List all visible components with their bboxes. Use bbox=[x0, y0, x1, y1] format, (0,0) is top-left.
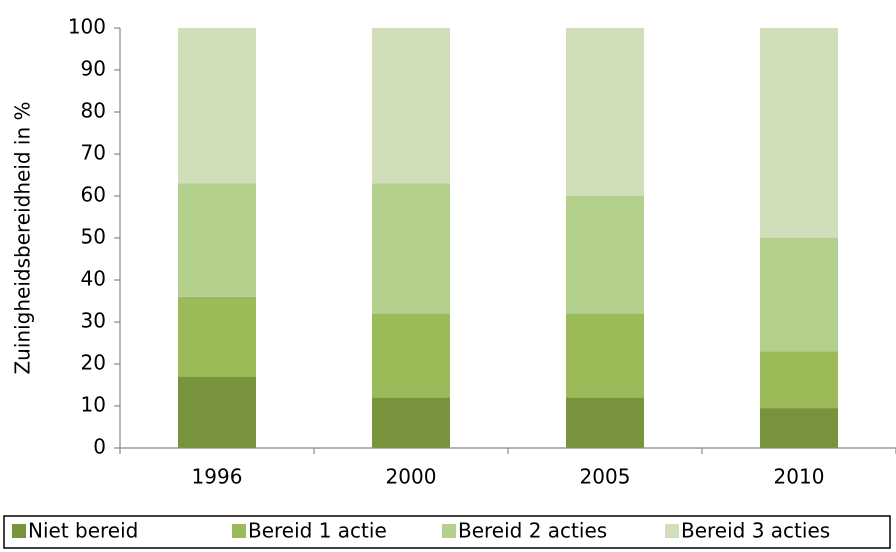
y-tick-label: 90 bbox=[81, 57, 106, 81]
y-tick-label: 80 bbox=[81, 99, 106, 123]
bar-segment bbox=[372, 313, 450, 398]
y-tick-label: 100 bbox=[68, 15, 106, 39]
bar-segment bbox=[372, 183, 450, 314]
legend-swatch bbox=[442, 524, 456, 538]
x-tick-label: 2005 bbox=[580, 465, 631, 489]
legend-label: Bereid 1 actie bbox=[248, 519, 387, 543]
bar-segment bbox=[372, 397, 450, 448]
legend-label: Bereid 2 acties bbox=[458, 519, 607, 543]
bar-segment bbox=[566, 196, 644, 314]
legend-label: Bereid 3 acties bbox=[681, 519, 830, 543]
bar-segment bbox=[566, 28, 644, 196]
y-tick-label: 20 bbox=[81, 351, 106, 375]
y-tick-label: 50 bbox=[81, 225, 106, 249]
y-tick-label: 70 bbox=[81, 141, 106, 165]
bar-segment bbox=[760, 238, 838, 352]
legend-label: Niet bereid bbox=[28, 519, 138, 543]
legend-swatch bbox=[665, 524, 679, 538]
y-tick-label: 60 bbox=[81, 183, 106, 207]
bar-segment bbox=[760, 28, 838, 238]
legend-swatch bbox=[232, 524, 246, 538]
legend-swatch bbox=[12, 524, 26, 538]
bar-segment bbox=[760, 351, 838, 409]
y-tick-label: 40 bbox=[81, 267, 106, 291]
bar-segment bbox=[760, 408, 838, 448]
y-tick-label: 30 bbox=[81, 309, 106, 333]
bar-segment bbox=[566, 313, 644, 398]
legend-box bbox=[3, 515, 891, 549]
y-axis-label: Zuinigheidsbereidheid in % bbox=[11, 101, 35, 374]
bar-segment bbox=[178, 28, 256, 184]
x-tick-label: 1996 bbox=[192, 465, 243, 489]
bar-segment bbox=[372, 28, 450, 184]
y-tick-label: 0 bbox=[93, 435, 106, 459]
x-tick-label: 2000 bbox=[386, 465, 437, 489]
x-tick-label: 2010 bbox=[774, 465, 825, 489]
bar-segment bbox=[566, 397, 644, 448]
y-tick-label: 10 bbox=[81, 393, 106, 417]
bar-segment bbox=[178, 296, 256, 377]
bar-segment bbox=[178, 183, 256, 297]
bar-segment bbox=[178, 376, 256, 448]
